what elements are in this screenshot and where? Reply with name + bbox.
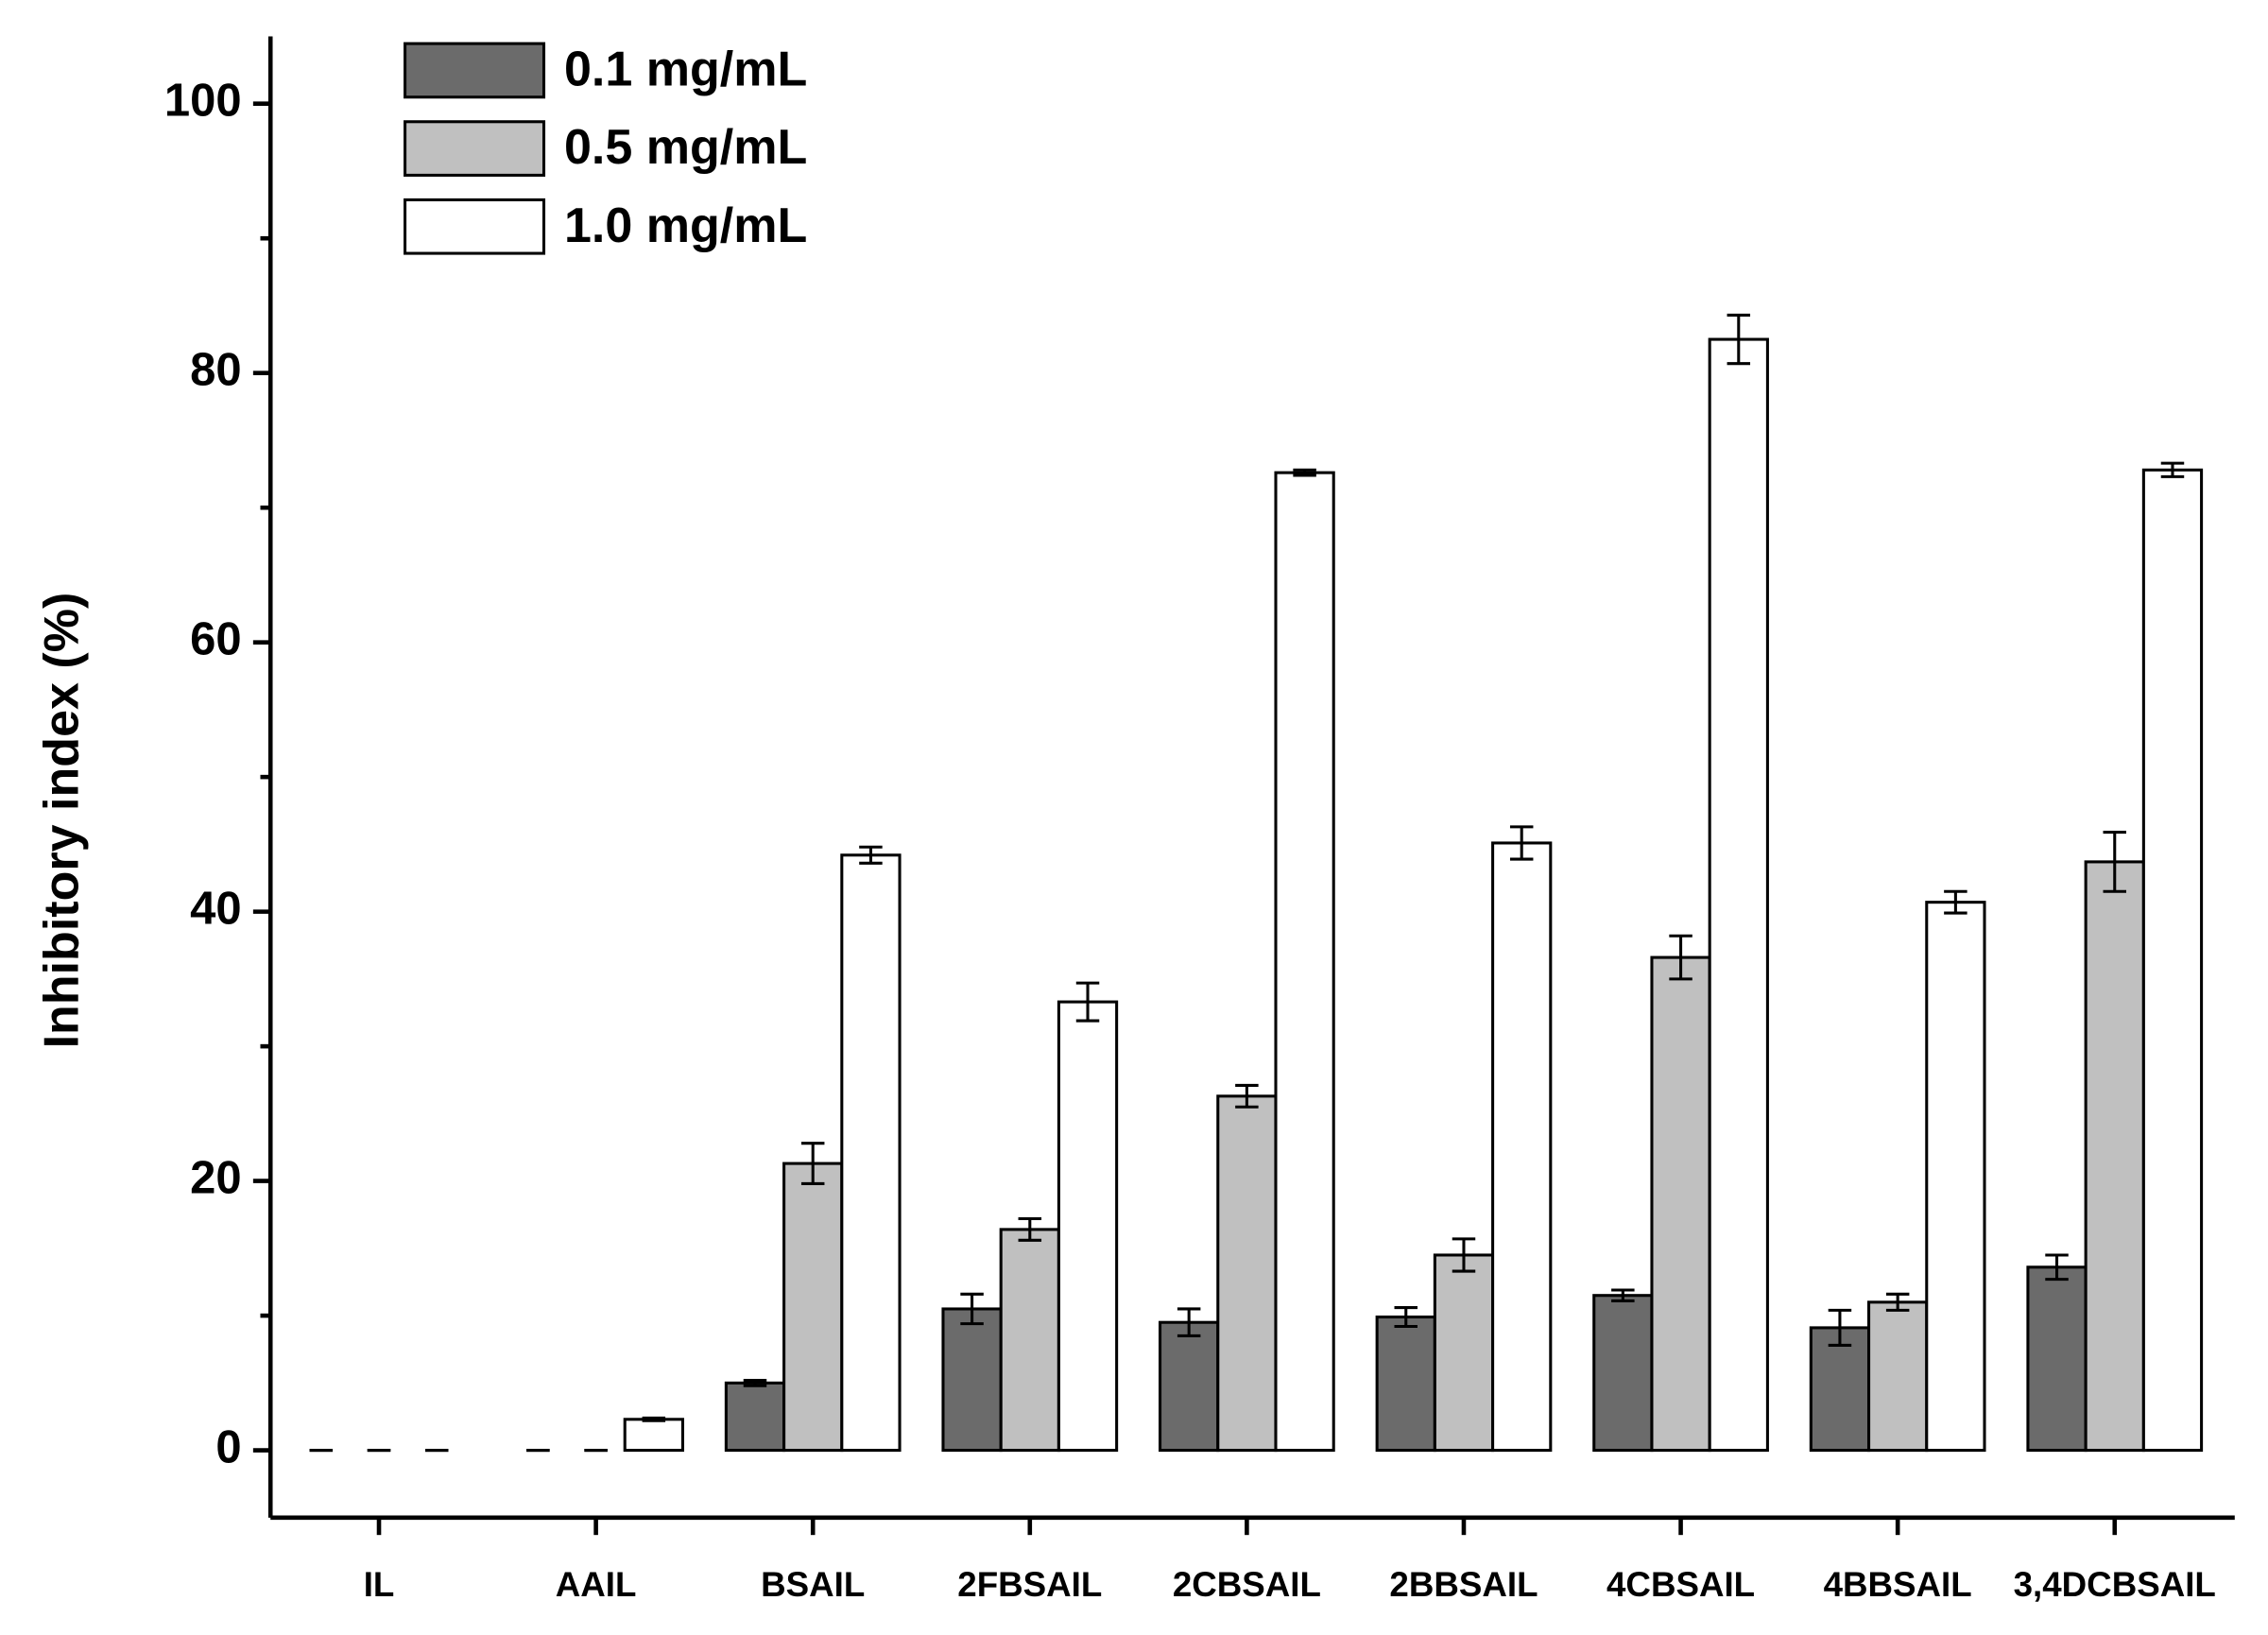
bar	[840, 853, 902, 1453]
bar	[782, 1162, 844, 1453]
x-tick-label: 2BBSAIL	[1389, 1565, 1538, 1604]
bar	[1433, 1253, 1495, 1453]
x-tick-label: BSAIL	[761, 1565, 865, 1604]
bar	[1491, 841, 1553, 1453]
y-tick-label: 100	[164, 76, 242, 127]
bar	[623, 1418, 684, 1453]
bar	[1057, 1000, 1119, 1453]
error-bar	[1075, 981, 1100, 1023]
x-tick-label: 4BBSAIL	[1824, 1565, 1972, 1604]
bar	[1708, 337, 1769, 1453]
legend-swatch	[404, 120, 546, 177]
error-bar	[1727, 313, 1751, 366]
x-tick-label: 2FBSAIL	[957, 1565, 1102, 1604]
legend-label: 0.1 mg/mL	[564, 42, 807, 96]
error-bar	[1235, 1083, 1259, 1109]
bar	[1274, 471, 1335, 1453]
error-bar	[2045, 1253, 2069, 1282]
error-bar	[1885, 1292, 1910, 1312]
bar	[1375, 1315, 1436, 1453]
x-tick-label: 2CBSAIL	[1173, 1565, 1321, 1604]
error-bar	[960, 1292, 984, 1326]
y-axis-label: Inhibitory index (%)	[35, 593, 90, 1049]
error-bar	[1828, 1308, 1852, 1347]
error-bar	[1669, 934, 1692, 981]
x-tick-label: 4CBSAIL	[1606, 1565, 1755, 1604]
error-bar	[1018, 1216, 1042, 1242]
bar	[1592, 1294, 1654, 1453]
error-bar	[642, 1416, 666, 1422]
y-tick-label: 40	[190, 884, 241, 935]
bar	[941, 1307, 1003, 1453]
bar	[999, 1228, 1060, 1453]
bar	[2026, 1265, 2088, 1453]
legend-swatch	[404, 42, 546, 99]
error-bar	[1509, 825, 1534, 861]
bar	[1867, 1300, 1929, 1453]
bar	[2084, 860, 2145, 1453]
error-bar	[2160, 461, 2185, 478]
y-tick-label: 80	[190, 345, 241, 396]
error-bar	[800, 1142, 825, 1185]
error-bar	[2103, 831, 2126, 893]
legend-label: 0.5 mg/mL	[564, 120, 807, 175]
y-tick-label: 20	[190, 1153, 241, 1204]
error-bar	[1293, 468, 1316, 477]
error-bar	[1452, 1237, 1476, 1273]
error-bar	[743, 1378, 767, 1387]
error-bar	[1944, 889, 1967, 915]
bar	[1216, 1094, 1278, 1453]
error-bar	[1611, 1288, 1635, 1302]
x-tick-label: AAIL	[556, 1565, 637, 1604]
y-tick-label: 0	[215, 1422, 241, 1473]
bar	[2141, 468, 2204, 1453]
error-bar	[1177, 1307, 1201, 1337]
x-tick-label: 3,4DCBSAIL	[2014, 1565, 2216, 1604]
bar	[1925, 901, 1986, 1453]
legend-swatch	[404, 198, 546, 255]
x-tick-label: IL	[364, 1565, 395, 1604]
legend-label: 1.0 mg/mL	[564, 198, 807, 253]
y-tick-label: 60	[190, 614, 241, 665]
bar	[1809, 1326, 1871, 1453]
bar	[1159, 1320, 1220, 1453]
error-bar	[859, 845, 883, 865]
error-bar	[1394, 1306, 1418, 1329]
bar	[724, 1381, 786, 1453]
bar	[1650, 955, 1711, 1453]
